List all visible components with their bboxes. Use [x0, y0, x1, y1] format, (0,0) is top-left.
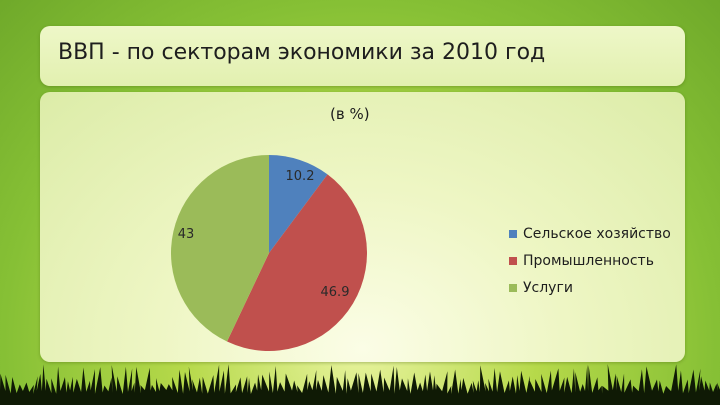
pie-slice-2: [227, 174, 367, 351]
legend-swatch: [509, 229, 517, 238]
data-label-1: 10.2: [286, 169, 315, 184]
legend-label: Услуги: [523, 279, 573, 296]
pie-slice-1: [269, 155, 328, 253]
legend-swatch: [509, 256, 517, 265]
legend-item: Услуги: [509, 274, 709, 301]
legend-item: Сельское хозяйство: [509, 220, 709, 247]
data-label-3: 43: [178, 227, 195, 242]
chart-title: (в %): [330, 105, 370, 123]
legend-swatch: [509, 283, 517, 292]
legend-label: Промышленность: [523, 252, 654, 269]
legend-item: Промышленность: [509, 247, 709, 274]
slide-title: ВВП - по секторам экономики за 2010 год: [58, 40, 546, 65]
pie-slice-3: [171, 155, 269, 342]
title-bar: [40, 26, 685, 86]
legend-label: Сельское хозяйство: [523, 225, 671, 242]
data-label-2: 46.9: [321, 285, 350, 300]
chart-legend: Сельское хозяйство Промышленность Услуги: [509, 220, 709, 301]
grass-decoration: [0, 364, 720, 405]
